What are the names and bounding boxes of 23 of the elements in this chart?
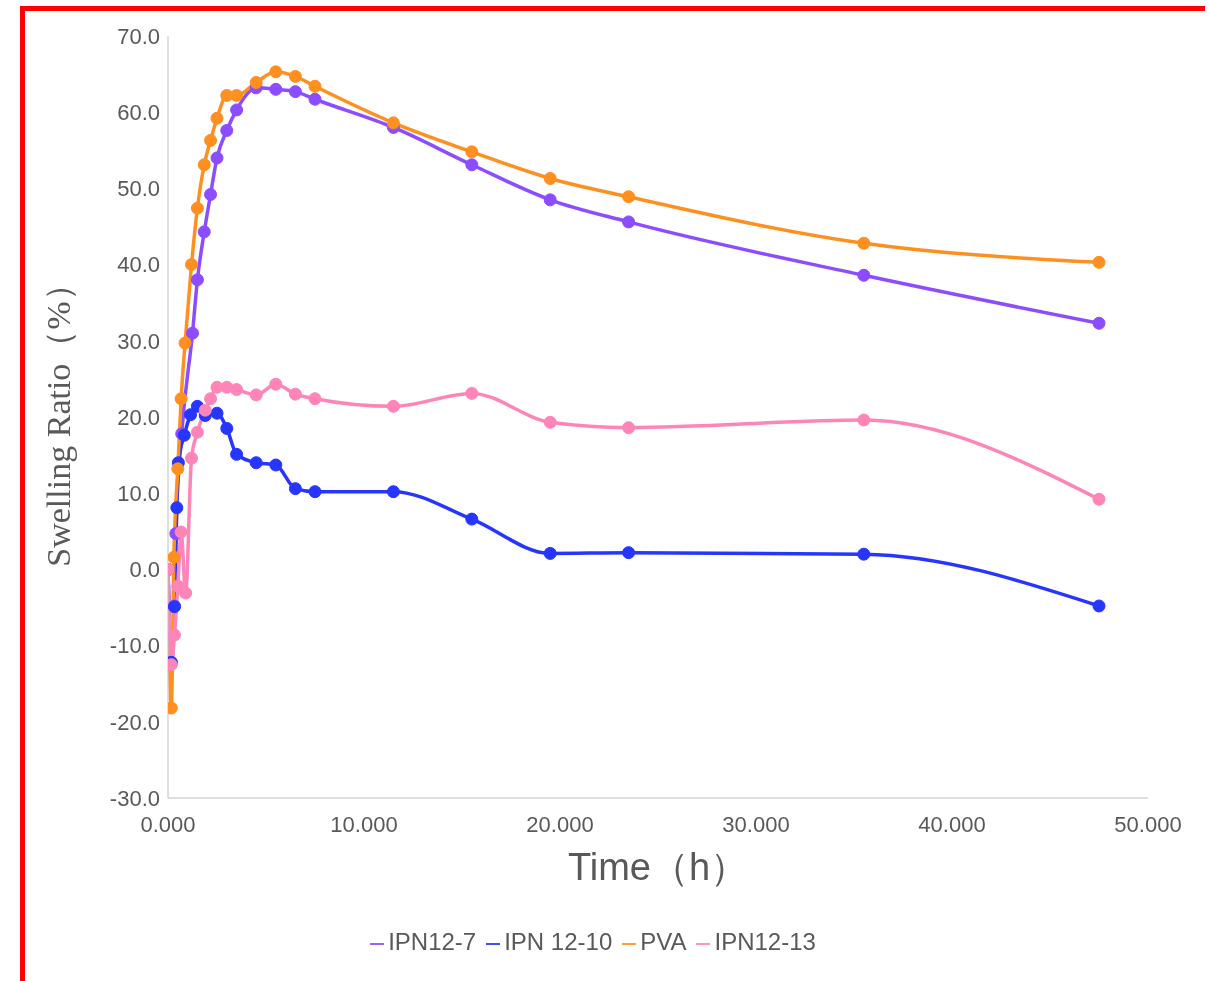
legend-label: PVA — [640, 928, 687, 955]
legend-label: IPN12-13 — [714, 928, 816, 955]
y-tick-label: 0.0 — [129, 557, 160, 583]
x-tick-label: 30.000 — [722, 811, 790, 837]
y-tick-label: 20.0 — [117, 404, 160, 430]
y-tick-label: 60.0 — [117, 100, 160, 126]
x-tick-label: 0.000 — [140, 811, 196, 837]
y-tick-label: -10.0 — [109, 633, 160, 659]
y-tick-label: 10.0 — [117, 481, 160, 507]
x-tick-label: 50.000 — [1114, 811, 1182, 837]
y-tick-label: 30.0 — [117, 328, 160, 354]
legend-label: IPN 12-10 — [504, 928, 613, 955]
y-tick-label: 70.0 — [117, 23, 160, 49]
x-tick-label: 20.000 — [526, 811, 594, 837]
x-axis-title: Time（h） — [567, 845, 749, 888]
legend-label: IPN12-7 — [388, 928, 477, 955]
y-tick-label: 50.0 — [117, 176, 160, 202]
y-tick-label: -30.0 — [109, 785, 160, 811]
x-tick-label: 40.000 — [918, 811, 986, 837]
y-tick-label: 40.0 — [117, 252, 160, 278]
y-tick-label: -20.0 — [109, 709, 160, 735]
y-axis-title: Swelling Ratio（%） — [40, 267, 78, 567]
x-tick-label: 10.000 — [330, 811, 398, 837]
